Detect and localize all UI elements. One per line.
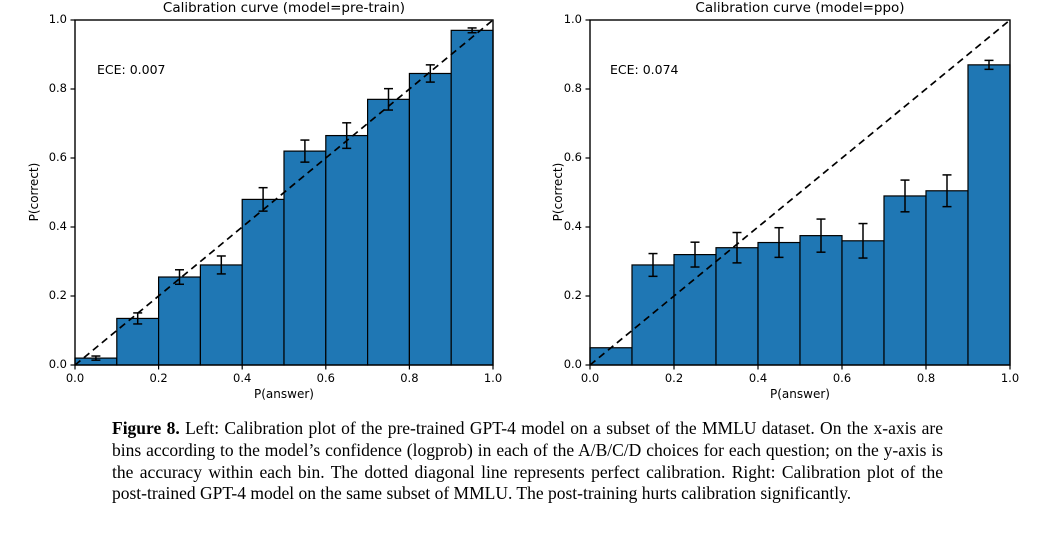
chart-title: Calibration curve (model=ppo) xyxy=(695,0,905,16)
error-bar xyxy=(467,27,477,34)
y-tick-label: 0.6 xyxy=(48,150,67,164)
axes-box xyxy=(589,19,1011,366)
histogram-bar xyxy=(589,347,633,366)
perfect-calibration-line xyxy=(74,19,494,366)
histogram-bar xyxy=(757,241,801,366)
x-tick-label: 1.0 xyxy=(483,371,503,385)
ece-annotation: ECE: 0.074 xyxy=(610,62,679,77)
x-tick-label: 0.8 xyxy=(916,371,936,385)
perfect-calibration-line xyxy=(589,19,1011,366)
histogram-bar xyxy=(883,195,927,366)
plot-canvas xyxy=(70,19,494,370)
y-tick-label: 0.8 xyxy=(563,81,582,95)
y-axis-label: P(correct) xyxy=(27,162,41,222)
histogram-bar xyxy=(673,254,717,366)
histogram-bar xyxy=(841,240,885,366)
y-tick-label: 1.0 xyxy=(563,12,582,26)
y-tick-label: 0.4 xyxy=(48,219,67,233)
histogram-bar xyxy=(408,72,452,366)
error-bar xyxy=(648,252,658,278)
y-axis-label: P(correct) xyxy=(551,162,565,222)
calibration-chart-ppo: Calibration curve (model=ppo) P(correct)… xyxy=(527,0,1054,412)
histogram-bar xyxy=(283,150,327,366)
y-tick-label: 0.2 xyxy=(48,288,67,302)
error-bar xyxy=(384,87,393,111)
x-tick-label: 0.4 xyxy=(233,371,252,385)
plot-area xyxy=(585,19,1011,370)
error-bar xyxy=(900,179,910,213)
x-tick-label: 0.8 xyxy=(400,371,419,385)
y-tick-label: 0.0 xyxy=(48,357,67,371)
error-bar xyxy=(690,241,700,268)
y-tick-label: 1.0 xyxy=(48,12,67,26)
axes-box xyxy=(74,19,494,366)
error-bar xyxy=(732,231,742,264)
error-bar xyxy=(984,59,994,71)
histogram-bar xyxy=(199,264,243,366)
x-axis-label: P(answer) xyxy=(254,387,314,401)
histogram-bar xyxy=(241,198,285,366)
plot-area xyxy=(70,19,494,370)
x-tick-label: 0.4 xyxy=(748,371,768,385)
error-bar xyxy=(858,222,868,259)
error-bar xyxy=(175,269,184,286)
error-bar xyxy=(216,255,226,275)
error-bar xyxy=(91,355,101,361)
histogram-bar xyxy=(631,264,675,366)
chart-title: Calibration curve (model=pre-train) xyxy=(162,0,406,16)
x-tick-label: 0.2 xyxy=(149,371,168,385)
y-tick-label: 0.6 xyxy=(563,150,582,164)
figure-caption-label: Figure 8. xyxy=(112,418,180,438)
error-bar xyxy=(425,64,435,83)
y-tick-label: 0.2 xyxy=(563,288,582,302)
figure-caption-text: Left: Calibration plot of the pre-traine… xyxy=(112,418,943,504)
ece-annotation: ECE: 0.007 xyxy=(97,62,166,77)
x-tick-label: 0.0 xyxy=(65,371,85,385)
error-bar xyxy=(300,139,310,163)
error-bar xyxy=(816,218,826,253)
x-tick-label: 1.0 xyxy=(1000,371,1020,385)
plot-canvas xyxy=(585,19,1011,370)
figure-caption: Figure 8. Left: Calibration plot of the … xyxy=(112,418,943,505)
x-tick-label: 0.6 xyxy=(832,371,852,385)
histogram-bar xyxy=(799,235,843,366)
x-tick-label: 0.0 xyxy=(580,371,600,385)
error-bar xyxy=(258,186,268,212)
error-bar xyxy=(342,122,352,150)
histogram-bar xyxy=(715,247,759,366)
x-tick-label: 0.2 xyxy=(664,371,684,385)
calibration-chart-pretrain: Calibration curve (model=pre-train) P(co… xyxy=(0,0,527,412)
histogram-bar xyxy=(325,134,369,366)
x-tick-label: 0.6 xyxy=(316,371,335,385)
y-tick-label: 0.8 xyxy=(48,81,67,95)
y-tick-label: 0.4 xyxy=(563,219,582,233)
error-bar xyxy=(133,312,143,325)
histogram-bar xyxy=(367,98,411,366)
histogram-bar xyxy=(450,29,494,366)
error-bar xyxy=(774,226,784,259)
x-axis-label: P(answer) xyxy=(770,387,830,401)
y-tick-label: 0.0 xyxy=(563,357,582,371)
histogram-bar xyxy=(967,64,1011,366)
error-bar xyxy=(942,174,952,208)
histogram-bar xyxy=(925,190,969,366)
